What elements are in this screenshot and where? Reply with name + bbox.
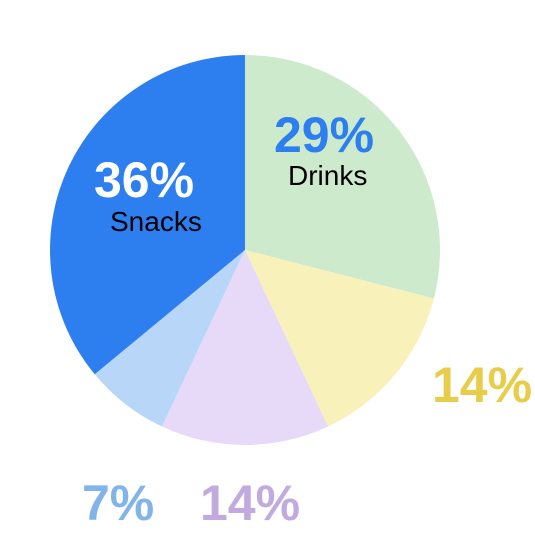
name-label-drinks: Drinks <box>288 162 367 190</box>
pct-label-snacks: 36% <box>94 155 194 205</box>
pct-label-lavender: 14% <box>200 478 300 528</box>
pct-label-drinks: 29% <box>274 110 374 160</box>
pie-svg <box>0 0 535 545</box>
pct-label-yellow: 14% <box>432 360 532 410</box>
pct-label-lightblue: 7% <box>82 478 154 528</box>
name-label-snacks: Snacks <box>110 208 202 236</box>
pie-chart: 29%Drinks 14% 14% 7% 36% Snacks <box>0 0 535 545</box>
